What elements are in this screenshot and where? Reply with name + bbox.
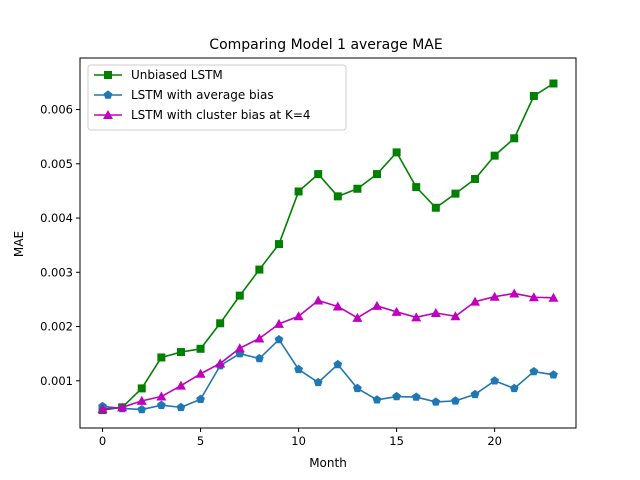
data-point: [137, 384, 146, 393]
data-point: [136, 395, 147, 405]
data-point: [353, 383, 362, 393]
data-point: [255, 353, 264, 363]
data-point: [373, 170, 382, 179]
data-point: [333, 359, 343, 369]
data-point: [313, 295, 324, 305]
data-point: [255, 265, 264, 274]
data-point: [548, 292, 559, 302]
plot-frame: [79, 57, 577, 429]
data-point: [235, 291, 244, 300]
data-point: [451, 396, 460, 405]
data-point: [470, 389, 480, 399]
data-point: [431, 203, 440, 212]
y-tick-label: 0.003: [40, 265, 73, 279]
data-point: [294, 364, 303, 374]
legend-marker: [103, 110, 113, 119]
data-point: [352, 312, 363, 322]
data-point: [509, 383, 519, 393]
data-point: [450, 311, 461, 321]
data-point: [510, 134, 519, 143]
x-tick-label: 10: [291, 434, 306, 448]
data-point: [333, 192, 342, 201]
data-point: [392, 148, 401, 157]
legend-label: LSTM with average bias: [131, 88, 274, 102]
data-point: [411, 392, 421, 401]
legend: Unbiased LSTM LSTM with average bias LSTM …: [87, 64, 347, 131]
data-point: [314, 170, 323, 179]
legend-marker: [103, 90, 113, 99]
data-point: [196, 344, 205, 353]
x-tick-label: 0: [99, 434, 106, 448]
data-point: [431, 397, 441, 406]
data-point: [176, 402, 186, 412]
legend-box: [87, 64, 347, 131]
data-point: [549, 79, 558, 88]
data-point: [490, 151, 499, 160]
x-tick-label: 5: [197, 434, 204, 448]
x-tick-label: 20: [487, 434, 502, 448]
data-point: [176, 348, 185, 357]
data-point: [195, 368, 206, 378]
data-point: [411, 312, 422, 322]
chart-title: Comparing Model 1 average MAE: [209, 37, 442, 53]
data-point: [489, 291, 500, 301]
data-point: [97, 404, 108, 414]
data-point: [117, 402, 128, 412]
data-point: [273, 318, 284, 328]
plot-area: 0 5 10 15 20 0.001 0.002 0.003 0.004 0.005 0.006: [40, 57, 577, 448]
data-point: [234, 343, 245, 353]
data-point: [470, 296, 481, 306]
data-point: [313, 377, 323, 387]
data-point: [293, 311, 304, 321]
y-tick-label: 0.004: [40, 211, 73, 225]
data-point: [471, 174, 480, 183]
data-point: [156, 400, 166, 409]
data-point: [175, 380, 186, 390]
y-axis-label: MAE: [12, 231, 26, 257]
y-tick-label: 0.005: [40, 157, 73, 171]
data-point: [412, 183, 421, 192]
data-point: [254, 333, 265, 343]
y-tick-label: 0.001: [40, 374, 73, 388]
y-tick-label: 0.006: [40, 103, 73, 117]
data-point: [274, 334, 284, 344]
data-point: [509, 288, 520, 298]
legend-label: LSTM with cluster bias at K=4: [131, 108, 311, 122]
data-point: [157, 353, 166, 362]
x-tick-label: 15: [389, 434, 404, 448]
data-point: [353, 184, 362, 193]
data-point: [294, 187, 303, 196]
data-point: [274, 240, 283, 249]
data-point: [430, 307, 441, 317]
data-point: [529, 91, 538, 100]
data-point: [490, 376, 500, 385]
data-point: [391, 306, 402, 316]
data-point: [451, 189, 460, 198]
data-point: [392, 391, 401, 401]
data-point: [137, 404, 147, 414]
data-point: [529, 366, 539, 376]
data-point: [215, 358, 226, 368]
data-point: [332, 301, 343, 311]
y-tick-label: 0.002: [40, 320, 73, 334]
data-point: [372, 300, 383, 310]
data-point: [196, 394, 205, 403]
legend-marker: [104, 71, 112, 79]
legend-label: Unbiased LSTM: [131, 68, 223, 82]
data-point: [372, 395, 382, 404]
x-axis-label: Month: [309, 456, 347, 470]
data-point: [216, 319, 225, 328]
data-point: [528, 292, 539, 302]
data-point: [549, 370, 558, 379]
data-point: [156, 391, 167, 401]
